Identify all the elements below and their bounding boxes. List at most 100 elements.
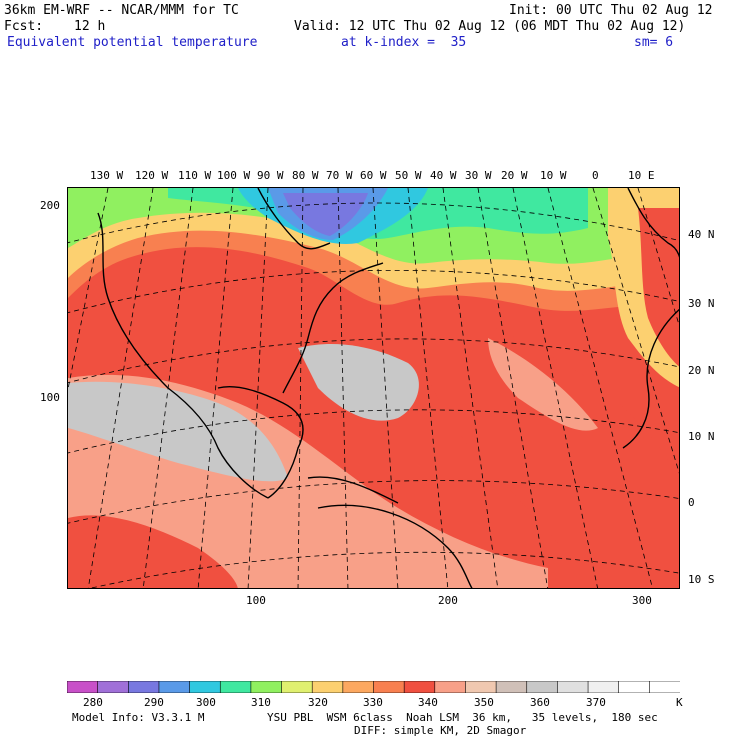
colorbar-swatch: [495, 681, 528, 693]
colorbar-swatch: [219, 681, 252, 693]
lat-label: 10 S: [688, 573, 715, 586]
field-east-pink: [488, 338, 598, 431]
lon-line: [592, 188, 679, 474]
colorbar-tick: 370: [586, 696, 606, 709]
lon-label: 20 W: [501, 169, 528, 182]
lon-line: [512, 188, 598, 588]
lon-label: 80 W: [292, 169, 319, 182]
lat-label: 40 N: [688, 228, 715, 241]
lon-label: 10 E: [628, 169, 655, 182]
colorbar-swatch: [618, 681, 651, 693]
europe-west: [627, 188, 679, 258]
grid-x-label: 100: [246, 594, 266, 607]
lon-label: 100 W: [217, 169, 251, 182]
model-info: Model Info: V3.3.1 M: [72, 711, 205, 724]
colorbar-swatch: [311, 681, 344, 693]
colorbar-swatch: [342, 681, 375, 693]
lon-label: 50 W: [395, 169, 422, 182]
map-svg: [68, 188, 679, 588]
lon-label: 70 W: [326, 169, 353, 182]
colorbar-swatch: [97, 681, 130, 693]
lat-label: 20 N: [688, 364, 715, 377]
us-east-coast: [282, 262, 384, 394]
colorbar-swatch: [250, 681, 283, 693]
colorbar-unit: K: [676, 696, 683, 709]
lon-line: [372, 188, 399, 588]
smoothing-value: sm= 6: [634, 35, 674, 50]
graticule: [68, 188, 679, 588]
lat-line: [68, 269, 679, 314]
lon-line: [247, 188, 269, 588]
colorbar-swatch: [403, 681, 436, 693]
lon-line: [442, 188, 499, 588]
lon-label: 110 W: [178, 169, 212, 182]
colorbar-swatch: [587, 681, 620, 693]
theta-e-map: [67, 187, 680, 589]
field-gulf-grey: [68, 381, 288, 482]
colorbar-swatch: [158, 681, 191, 693]
lon-label: 0: [592, 169, 599, 182]
colorbar-tick: 320: [308, 696, 328, 709]
colorbar-swatch: [649, 681, 680, 693]
lon-line: [547, 188, 653, 588]
lat-label: 30 N: [688, 297, 715, 310]
lat-line: [68, 338, 679, 384]
colorbar-swatch: [189, 681, 222, 693]
init-time: Init: 00 UTC Thu 02 Aug 12: [509, 3, 713, 18]
grid-y-label: 200: [40, 199, 60, 212]
gulf-coast: [217, 386, 304, 499]
lon-label: 130 W: [90, 169, 124, 182]
colorbar-swatch: [526, 681, 559, 693]
lon-label: 60 W: [360, 169, 387, 182]
physics-info: YSU PBL WSM 6class Noah LSM 36 km, 35 le…: [267, 711, 658, 724]
diffusion-info: DIFF: simple KM, 2D Smagor: [354, 724, 527, 737]
colorbar-tick: 310: [251, 696, 271, 709]
colorbar-swatch: [557, 681, 589, 693]
level-index: at k-index = 35: [341, 35, 467, 50]
colorbar-tick: 360: [530, 696, 550, 709]
lat-label: 0: [688, 496, 695, 509]
lon-line: [407, 188, 449, 588]
colorbar-tick: 330: [363, 696, 383, 709]
field-pacific-hot: [68, 515, 238, 588]
hudson-bay: [257, 188, 331, 250]
coastlines: [97, 188, 679, 588]
field-name: Equivalent potential temperature: [7, 35, 258, 50]
africa-west: [622, 308, 679, 449]
colorbar-tick: 340: [418, 696, 438, 709]
lat-line: [89, 551, 679, 588]
lat-line: [68, 480, 679, 524]
model-title: 36km EM-WRF -- NCAR/MMM for TC: [4, 3, 239, 18]
valid-time: Valid: 12 UTC Thu 02 Aug 12 (06 MDT Thu …: [294, 19, 686, 34]
lon-line: [297, 188, 304, 588]
field-africa-hot: [638, 208, 679, 367]
forecast-hours: 12 h: [74, 19, 106, 34]
field-east-atlantic-hot: [418, 308, 679, 588]
colorbar-swatch: [465, 681, 497, 693]
lon-label: 120 W: [135, 169, 169, 182]
field-band-285: [283, 193, 368, 236]
lon-label: 30 W: [465, 169, 492, 182]
colorbar-swatch: [127, 681, 160, 693]
lon-line: [197, 188, 234, 588]
colorbar-swatch: [67, 681, 99, 693]
colorbar-swatch: [373, 681, 405, 693]
lon-label: 90 W: [257, 169, 284, 182]
caribbean: [307, 476, 399, 504]
na-west-coast: [97, 212, 269, 499]
lat-line: [68, 202, 679, 244]
colorbar-tick: 350: [474, 696, 494, 709]
colorbar-swatch: [281, 681, 314, 693]
lon-label: 40 W: [430, 169, 457, 182]
grid-y-label: 100: [40, 391, 60, 404]
lon-line: [337, 188, 349, 588]
field-atlantic-grey: [298, 343, 419, 421]
grid-x-label: 200: [438, 594, 458, 607]
colorbar-tick: 290: [144, 696, 164, 709]
lat-label: 10 N: [688, 430, 715, 443]
grid-x-label: 300: [632, 594, 652, 607]
colorbar-tick: 300: [196, 696, 216, 709]
south-america-north: [317, 504, 473, 588]
lon-label: 10 W: [540, 169, 567, 182]
lon-line: [87, 188, 154, 588]
